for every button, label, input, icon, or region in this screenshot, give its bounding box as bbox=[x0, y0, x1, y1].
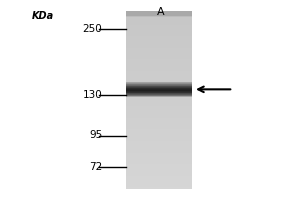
Text: 95: 95 bbox=[89, 130, 102, 140]
Text: KDa: KDa bbox=[32, 11, 54, 21]
Text: 72: 72 bbox=[89, 162, 102, 172]
Text: 250: 250 bbox=[83, 24, 102, 34]
Text: 130: 130 bbox=[83, 90, 102, 100]
Text: A: A bbox=[157, 7, 164, 17]
